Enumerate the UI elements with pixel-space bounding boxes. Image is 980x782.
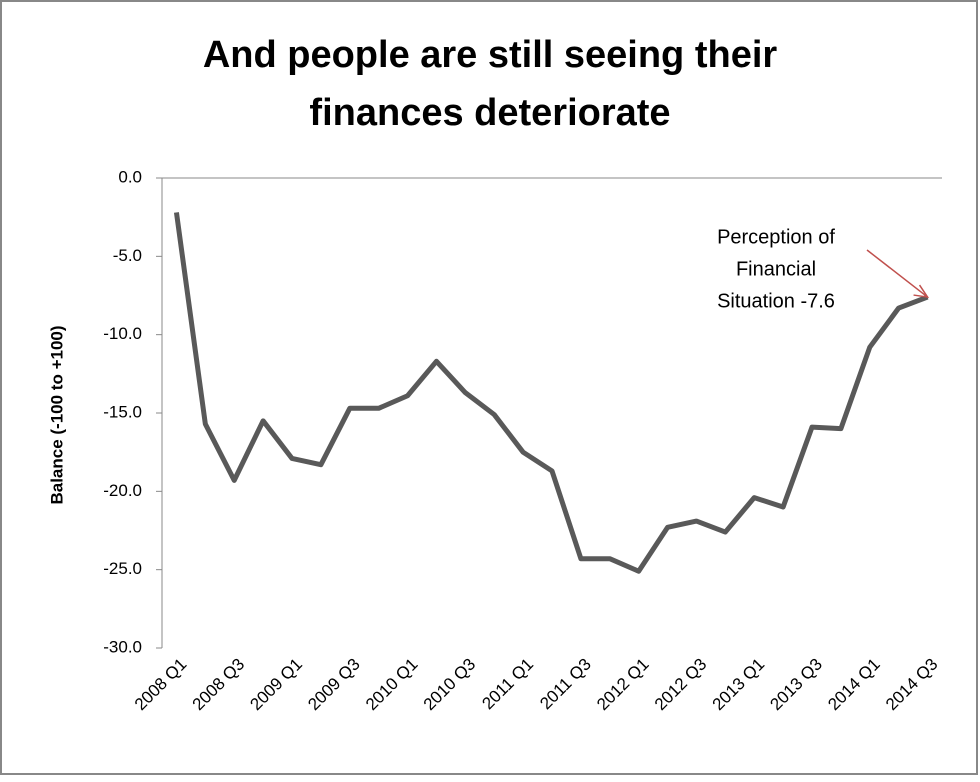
chart-title: finances deteriorate xyxy=(309,92,670,134)
line xyxy=(173,212,929,574)
annotation: Financial xyxy=(736,258,816,280)
annotation: Situation -7.6 xyxy=(717,290,835,312)
annotation: Perception of xyxy=(717,226,835,248)
y-tick-label: -20.0 xyxy=(103,481,142,500)
y-tick-label: -30.0 xyxy=(103,637,142,656)
chart-title: And people are still seeing their xyxy=(203,34,778,76)
y-axis-label: Balance (-100 to +100) xyxy=(47,325,66,504)
y-tick-label: -10.0 xyxy=(103,324,142,343)
y-tick-label: 0.0 xyxy=(118,167,142,186)
y-tick-label: -25.0 xyxy=(103,559,142,578)
annotation-arrow xyxy=(866,249,929,298)
y-tick-label: -5.0 xyxy=(113,246,142,265)
y-tick-label: -15.0 xyxy=(103,402,142,421)
annotation-arrowhead xyxy=(913,284,930,299)
